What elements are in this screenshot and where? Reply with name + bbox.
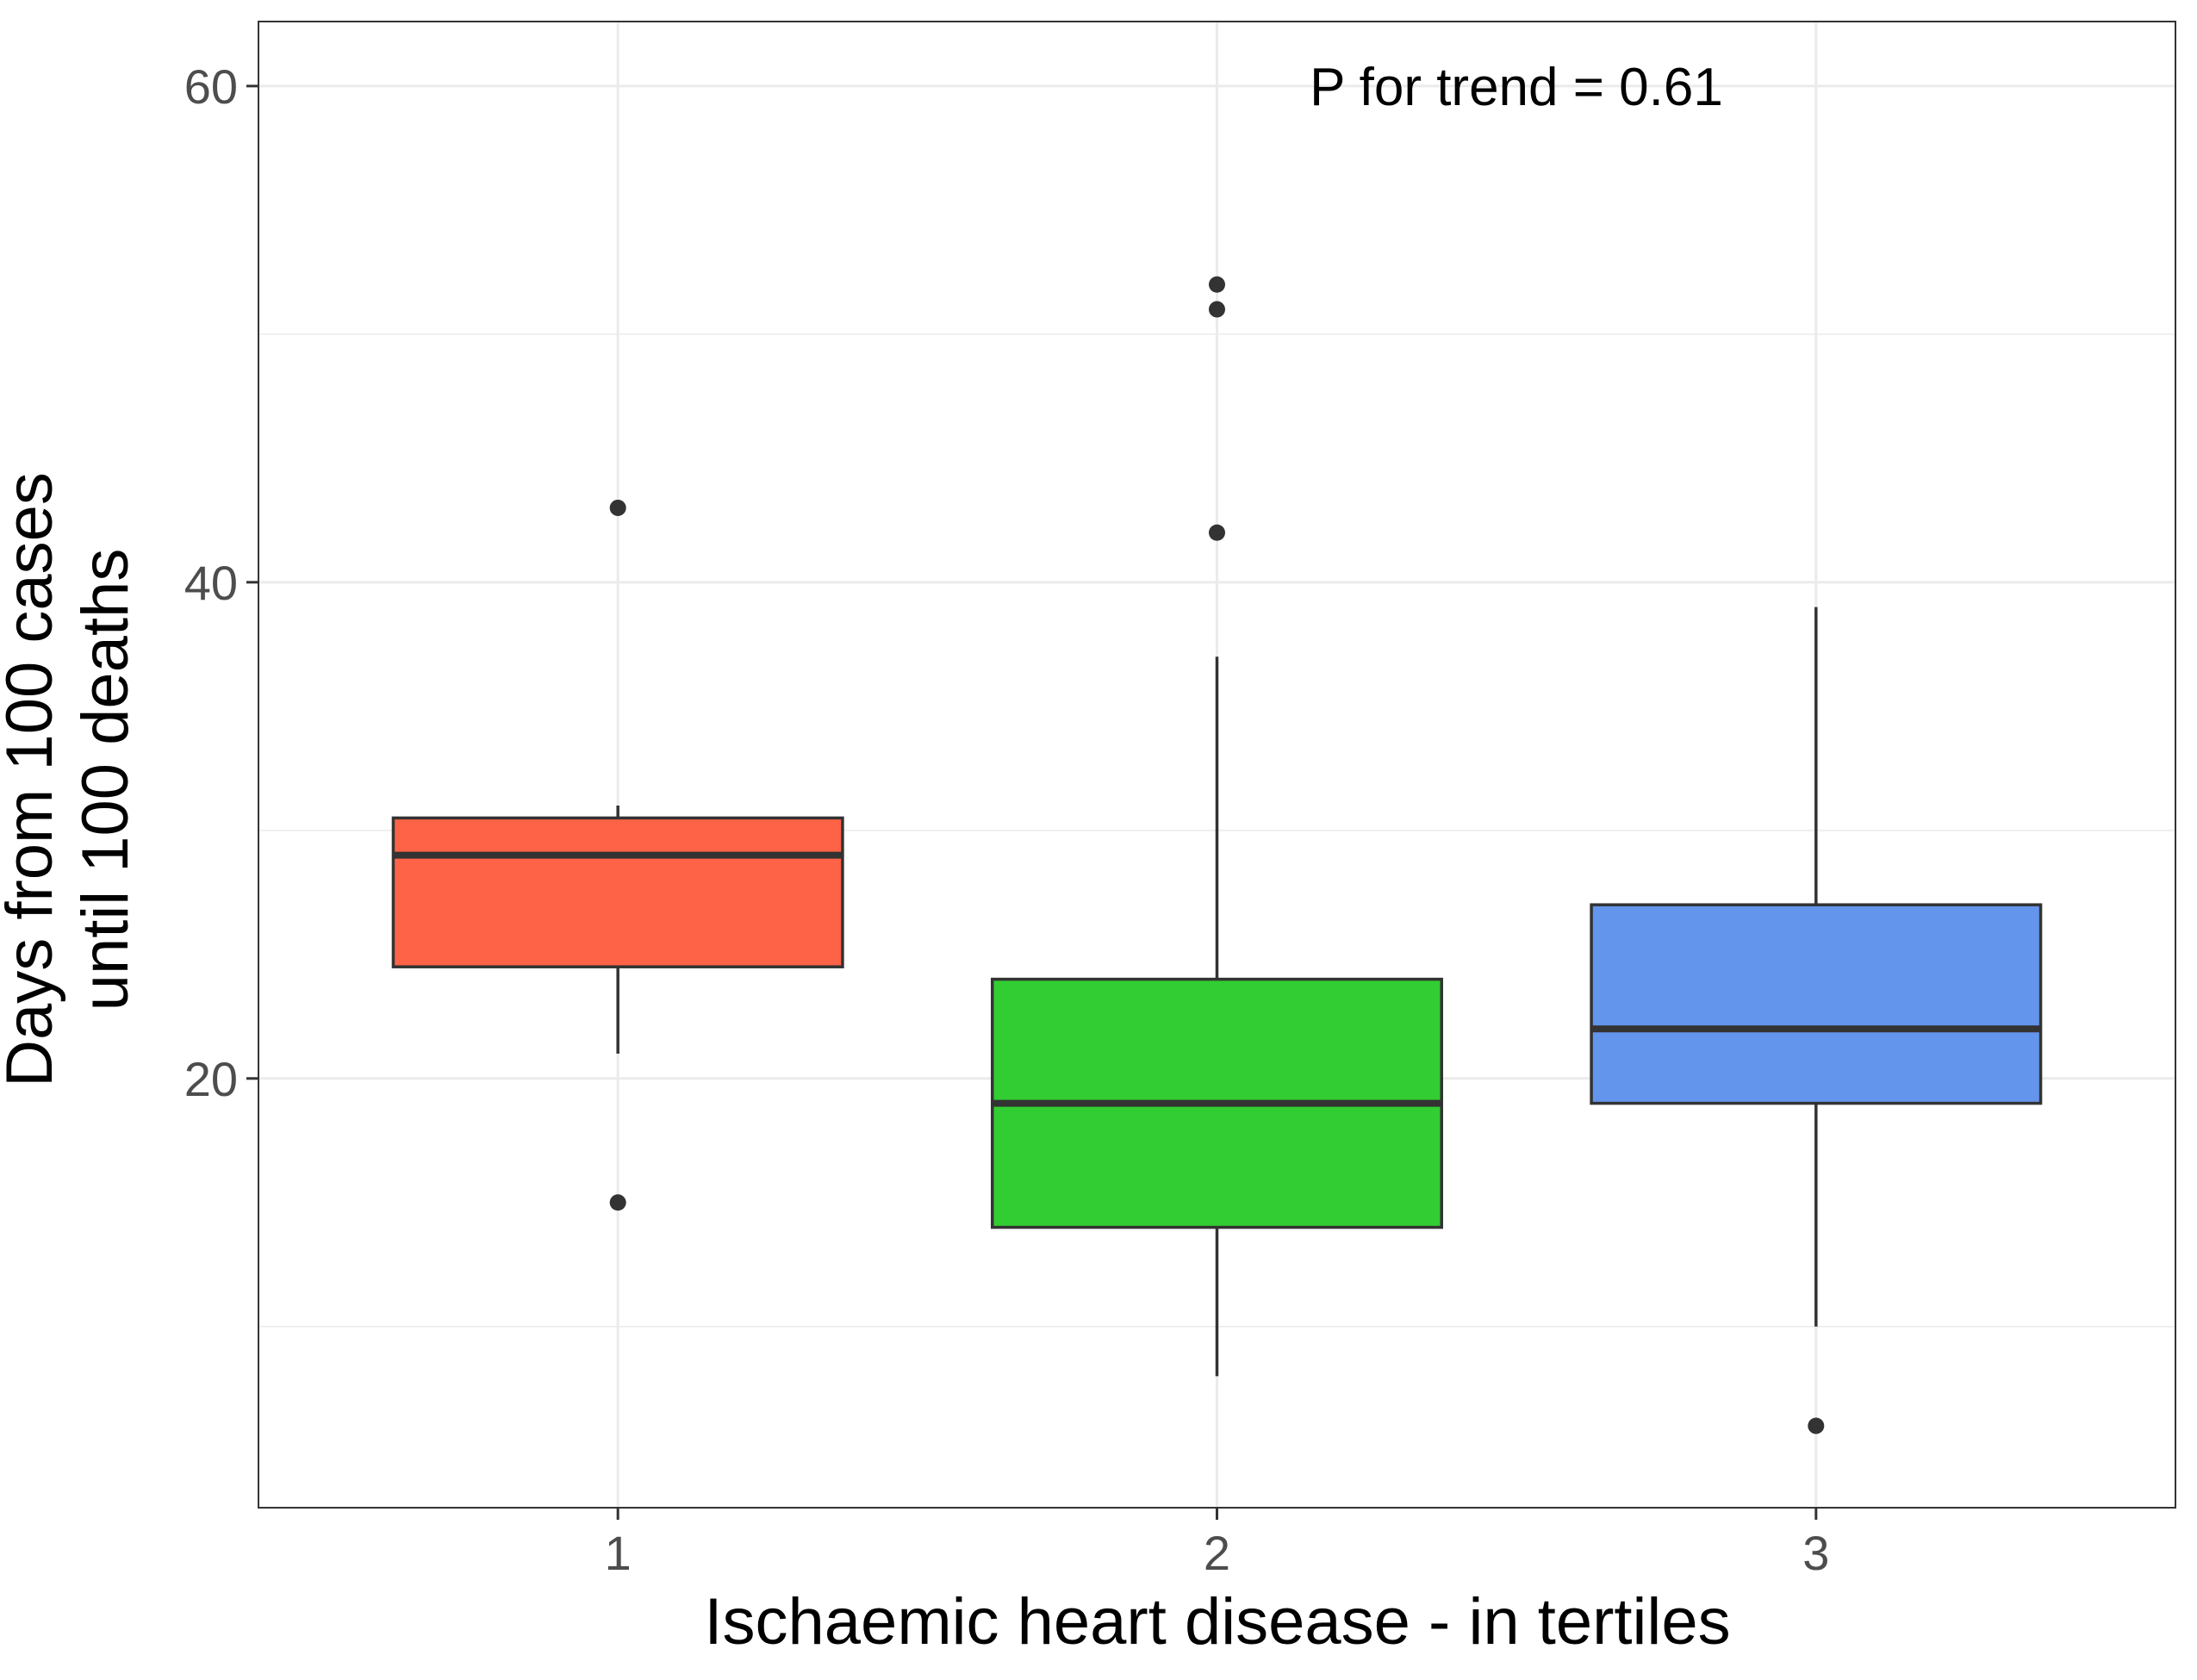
box-group-1 (391, 499, 844, 1211)
x-tick-label: 3 (1802, 1526, 1829, 1580)
x-axis-title: Ischaemic heart disease - in tertiles (704, 1585, 1730, 1658)
trend-annotation: P for trend = 0.61 (1310, 58, 1723, 117)
outlier-point (1209, 301, 1225, 318)
y-axis: 20 40 60 (184, 59, 258, 1106)
x-tick-label: 2 (1204, 1526, 1230, 1580)
x-axis: 1 2 3 (605, 1508, 1829, 1580)
x-tick-label: 1 (605, 1526, 632, 1580)
y-axis-title-line-1: Days from 100 cases (0, 472, 66, 1087)
outlier-point (609, 1194, 626, 1211)
y-tick-label: 40 (184, 556, 238, 610)
box-series (391, 276, 2043, 1434)
box-group-2 (991, 276, 1443, 1377)
box-group-3 (1590, 607, 2043, 1434)
box-iqr (1590, 903, 2043, 1105)
box-iqr (391, 816, 844, 968)
outlier-point (1808, 1417, 1825, 1434)
y-tick-label: 20 (184, 1052, 238, 1106)
outlier-point (1209, 524, 1225, 541)
outlier-point (609, 499, 626, 516)
y-axis-title-line-2: until 100 deaths (69, 549, 142, 1011)
outlier-point (1209, 276, 1225, 293)
y-tick-label: 60 (184, 59, 238, 114)
